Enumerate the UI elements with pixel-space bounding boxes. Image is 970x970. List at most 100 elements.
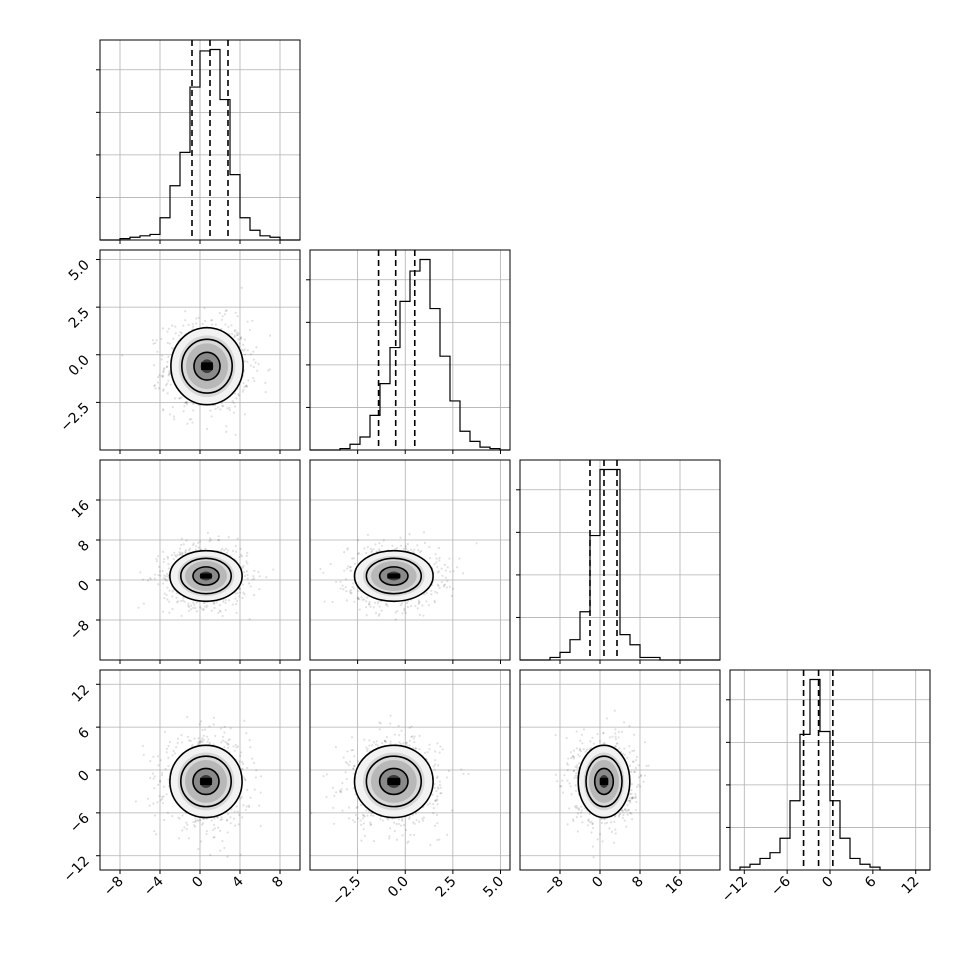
scatter-point: [162, 577, 165, 580]
scatter-point: [161, 375, 164, 378]
scatter-point: [359, 819, 362, 822]
scatter-point: [614, 745, 617, 748]
scatter-point: [221, 547, 224, 550]
scatter-point: [241, 761, 244, 764]
scatter-point: [189, 739, 192, 742]
scatter-point: [462, 772, 465, 775]
scatter-point: [219, 818, 222, 822]
scatter-point: [149, 759, 152, 763]
scatter-point: [177, 816, 180, 819]
scatter-point: [369, 823, 372, 827]
scatter-point: [353, 755, 356, 758]
scatter-point: [249, 585, 252, 588]
scatter-point: [322, 774, 325, 778]
scatter-point: [436, 583, 439, 586]
scatter-point: [240, 796, 244, 799]
scatter-point: [173, 551, 176, 554]
scatter-point: [427, 604, 431, 607]
scatter-point: [352, 765, 356, 768]
scatter-point: [428, 545, 431, 549]
scatter-point: [458, 557, 461, 560]
scatter-point: [191, 402, 195, 406]
scatter-point: [366, 545, 369, 549]
scatter-point: [226, 743, 229, 746]
scatter-point: [168, 589, 171, 592]
scatter-point: [437, 546, 441, 550]
scatter-point: [347, 764, 351, 767]
scatter-point: [152, 755, 155, 758]
scatter-point: [177, 837, 181, 840]
scatter-point: [435, 790, 438, 793]
scatter-point: [226, 855, 229, 858]
scatter-point: [201, 737, 204, 740]
scatter-point: [227, 739, 230, 742]
scatter-point: [239, 797, 242, 800]
scatter-point: [441, 748, 444, 751]
scatter-point: [187, 549, 191, 552]
scatter-point: [429, 843, 432, 847]
scatter-point: [384, 740, 388, 744]
scatter-point: [176, 741, 179, 744]
histogram-steps: [310, 258, 510, 451]
scatter-point: [385, 735, 388, 739]
scatter-point: [436, 565, 439, 569]
scatter-panel-1-2: [309, 459, 511, 661]
scatter-point: [356, 552, 360, 555]
scatter-point: [406, 605, 410, 609]
scatter-point: [161, 569, 164, 573]
scatter-point: [168, 740, 171, 744]
scatter-point: [234, 592, 237, 595]
scatter-point: [350, 591, 353, 594]
scatter-point: [251, 319, 254, 322]
scatter-point: [242, 591, 245, 594]
scatter-point: [374, 543, 377, 546]
scatter-point: [181, 829, 184, 832]
scatter-point: [248, 582, 251, 585]
scatter-point: [184, 319, 187, 322]
scatter-point: [352, 787, 355, 790]
scatter-point: [228, 738, 231, 741]
scatter-point: [168, 342, 172, 345]
scatter-point: [408, 744, 411, 747]
scatter-point: [182, 543, 185, 546]
scatter-point: [194, 820, 197, 824]
scatter-point: [152, 342, 155, 345]
scatter-point: [367, 602, 371, 606]
scatter-point: [177, 600, 180, 603]
scatter-point: [159, 799, 162, 802]
scatter-point: [185, 401, 188, 404]
scatter-point: [192, 542, 195, 545]
scatter-point: [192, 606, 195, 610]
scatter-point: [158, 795, 161, 798]
contour-line-2: [193, 351, 221, 381]
scatter-point: [165, 365, 168, 368]
scatter-point: [365, 614, 368, 617]
scatter-point: [434, 553, 437, 556]
scatter-point: [246, 577, 249, 580]
scatter-point: [160, 375, 164, 378]
scatter-point: [173, 397, 177, 400]
scatter-point: [153, 384, 156, 388]
scatter-point: [167, 327, 170, 330]
scatter-point: [175, 596, 178, 599]
scatter-point: [162, 408, 165, 411]
scatter-point: [202, 822, 205, 825]
scatter-point: [183, 826, 186, 829]
scatter-point: [174, 325, 177, 328]
scatter-point: [344, 585, 347, 589]
scatter-point: [162, 795, 165, 798]
scatter-point: [365, 551, 368, 555]
scatter-point: [171, 590, 174, 593]
scatter-point: [171, 324, 174, 327]
scatter-point: [362, 814, 365, 817]
scatter-point: [217, 538, 220, 542]
scatter-point: [339, 790, 343, 793]
scatter-point: [433, 562, 436, 566]
scatter-point: [338, 789, 341, 792]
scatter-point: [195, 601, 198, 604]
scatter-point: [378, 721, 381, 724]
scatter-point: [197, 546, 200, 549]
scatter-point: [161, 374, 165, 377]
scatter-point: [213, 835, 216, 839]
scatter-point: [194, 825, 197, 828]
